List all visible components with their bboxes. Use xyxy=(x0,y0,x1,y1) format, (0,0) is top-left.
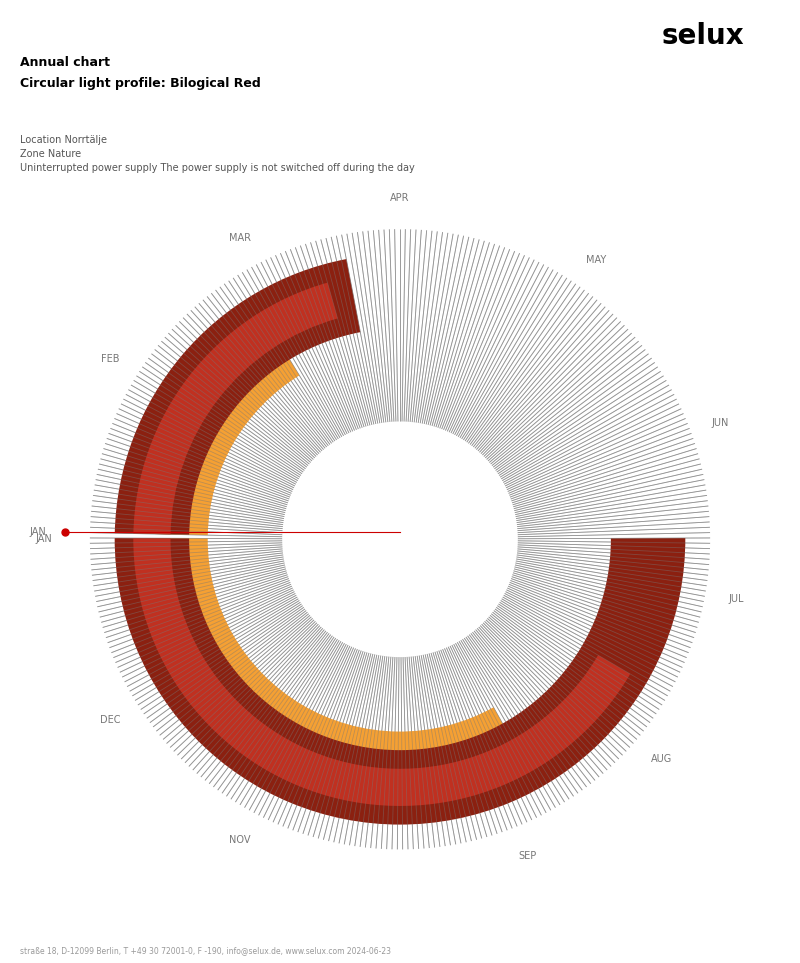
Wedge shape xyxy=(146,323,299,535)
Wedge shape xyxy=(134,538,630,806)
Text: Annual chart: Annual chart xyxy=(20,56,110,68)
Wedge shape xyxy=(114,538,686,824)
Text: Circular light profile: Bilogical Red: Circular light profile: Bilogical Red xyxy=(20,77,261,90)
Text: JAN: JAN xyxy=(30,528,46,537)
Text: Location Norrtälje
Zone Nature
Uninterrupted power supply The power supply is no: Location Norrtälje Zone Nature Uninterru… xyxy=(20,135,414,172)
Circle shape xyxy=(284,423,516,656)
Text: JUN: JUN xyxy=(712,418,730,428)
Text: MAY: MAY xyxy=(586,255,606,265)
Text: straße 18, D-12099 Berlin, T +49 30 72001-0, F -190, info@selux.de, www.selux.co: straße 18, D-12099 Berlin, T +49 30 7200… xyxy=(20,947,391,955)
Text: DEC: DEC xyxy=(101,716,121,725)
Text: MAR: MAR xyxy=(229,233,251,243)
Wedge shape xyxy=(146,538,524,794)
Text: SEP: SEP xyxy=(518,850,537,861)
Text: JUL: JUL xyxy=(728,593,744,604)
Text: AUG: AUG xyxy=(650,754,672,764)
Wedge shape xyxy=(114,259,360,534)
Text: JAN: JAN xyxy=(36,534,53,544)
Text: FEB: FEB xyxy=(102,353,120,363)
Text: NOV: NOV xyxy=(229,836,250,846)
Wedge shape xyxy=(134,282,338,534)
Text: selux: selux xyxy=(662,22,744,50)
Text: APR: APR xyxy=(390,194,410,203)
